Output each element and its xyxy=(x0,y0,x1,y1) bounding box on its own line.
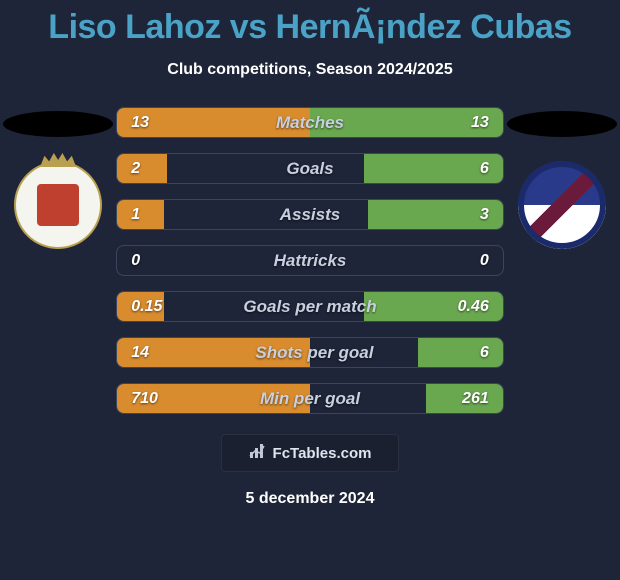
club-crest-left xyxy=(14,161,102,249)
stat-row: 2Goals6 xyxy=(116,153,504,184)
stat-value-left: 0 xyxy=(117,252,154,270)
watermark-badge: FcTables.com xyxy=(221,434,399,472)
date-label: 5 december 2024 xyxy=(0,490,620,508)
stat-label: Shots per goal xyxy=(163,343,466,363)
stat-row: 0Hattricks0 xyxy=(116,245,504,276)
stat-label: Min per goal xyxy=(172,389,448,409)
comparison-infographic: Liso Lahoz vs HernÃ¡ndez Cubas Club comp… xyxy=(0,0,620,580)
content-area: 13Matches132Goals61Assists30Hattricks00.… xyxy=(0,107,620,414)
stat-value-left: 1 xyxy=(117,206,154,224)
stat-label: Goals xyxy=(154,159,466,179)
stat-label: Matches xyxy=(163,113,457,133)
stat-row: 710Min per goal261 xyxy=(116,383,504,414)
stat-value-left: 0.15 xyxy=(117,298,176,316)
stat-row: 14Shots per goal6 xyxy=(116,337,504,368)
stat-value-right: 0 xyxy=(466,252,503,270)
stat-value-right: 13 xyxy=(457,114,503,132)
right-player-side xyxy=(504,107,620,249)
player-shadow-right xyxy=(507,111,617,137)
subtitle: Club competitions, Season 2024/2025 xyxy=(0,61,620,79)
stat-label: Assists xyxy=(154,205,466,225)
stat-value-left: 2 xyxy=(117,160,154,178)
chart-icon xyxy=(249,443,267,464)
stat-row: 13Matches13 xyxy=(116,107,504,138)
stat-row: 1Assists3 xyxy=(116,199,504,230)
stat-value-left: 13 xyxy=(117,114,163,132)
stat-value-right: 261 xyxy=(448,390,503,408)
stat-label: Goals per match xyxy=(176,297,443,317)
stat-value-right: 3 xyxy=(466,206,503,224)
watermark-text: FcTables.com xyxy=(273,445,372,462)
stat-label: Hattricks xyxy=(154,251,466,271)
page-title: Liso Lahoz vs HernÃ¡ndez Cubas xyxy=(0,0,620,47)
crest-emblem xyxy=(37,184,79,226)
stats-column: 13Matches132Goals61Assists30Hattricks00.… xyxy=(116,107,504,414)
stat-value-right: 0.46 xyxy=(444,298,503,316)
crown-icon xyxy=(40,153,76,167)
stat-value-right: 6 xyxy=(466,160,503,178)
left-player-side xyxy=(0,107,116,249)
stat-value-left: 14 xyxy=(117,344,163,362)
club-crest-right xyxy=(518,161,606,249)
stat-row: 0.15Goals per match0.46 xyxy=(116,291,504,322)
player-shadow-left xyxy=(3,111,113,137)
stat-value-right: 6 xyxy=(466,344,503,362)
stat-value-left: 710 xyxy=(117,390,172,408)
crest-outer-ring xyxy=(518,161,606,249)
